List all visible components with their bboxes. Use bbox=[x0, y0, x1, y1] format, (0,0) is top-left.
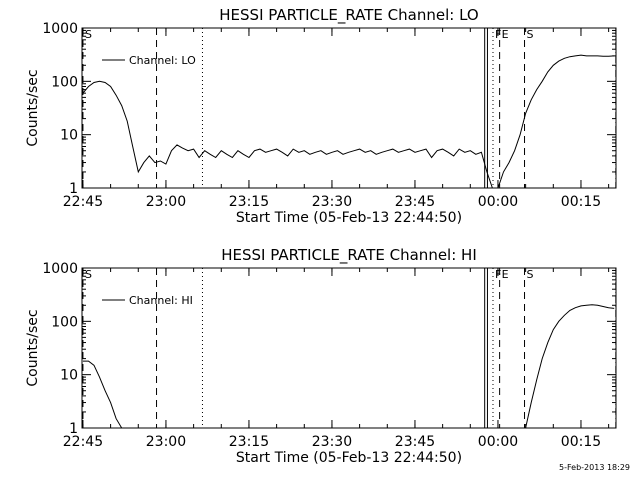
y-tick-label-hi-0: 1 bbox=[69, 421, 78, 437]
x-tick-label-hi-0: 22:45 bbox=[63, 434, 103, 450]
x-tick-label-lo-3: 23:30 bbox=[312, 194, 352, 210]
chart-title-hi: HESSI PARTICLE_RATE Channel: HI bbox=[221, 246, 477, 265]
x-tick-label-hi-5: 00:00 bbox=[478, 434, 518, 450]
series-line-hi-late bbox=[525, 304, 615, 429]
x-tick-label-hi-1: 23:00 bbox=[146, 434, 186, 450]
x-axis-label-hi: Start Time (05-Feb-13 22:44:50) bbox=[236, 450, 462, 466]
event-marker-label-hi-0: S bbox=[85, 268, 92, 281]
y-axis-label-hi: Counts/sec bbox=[25, 309, 41, 386]
plot-frame-lo bbox=[81, 27, 617, 189]
chart-title-lo: HESSI PARTICLE_RATE Channel: LO bbox=[219, 6, 478, 25]
x-tick-label-lo-4: 23:45 bbox=[395, 194, 435, 210]
x-tick-label-lo-1: 23:00 bbox=[146, 194, 186, 210]
y-axis-label-lo: Counts/sec bbox=[25, 69, 41, 146]
x-axis-label-lo: Start Time (05-Feb-13 22:44:50) bbox=[236, 210, 462, 226]
y-tick-label-lo-1: 10 bbox=[60, 128, 78, 144]
footer-timestamp: 5-Feb-2013 18:29 bbox=[559, 463, 630, 472]
event-marker-label-hi-6: E bbox=[502, 268, 509, 281]
event-marker-label-hi-7: S bbox=[527, 268, 534, 281]
y-tick-label-hi-1: 10 bbox=[60, 368, 78, 384]
series-line-hi-early bbox=[82, 360, 123, 429]
x-tick-label-lo-6: 00:15 bbox=[561, 194, 601, 210]
x-tick-label-lo-2: 23:15 bbox=[229, 194, 269, 210]
legend-label-lo: Channel: LO bbox=[129, 54, 196, 67]
y-tick-label-lo-2: 100 bbox=[51, 74, 78, 90]
y-tick-label-hi-2: 100 bbox=[51, 314, 78, 330]
x-tick-label-lo-5: 00:00 bbox=[478, 194, 518, 210]
legend-label-hi: Channel: HI bbox=[129, 294, 193, 307]
x-tick-label-lo-0: 22:45 bbox=[63, 194, 103, 210]
event-marker-label-lo-5: F bbox=[495, 28, 501, 41]
event-marker-label-hi-5: F bbox=[495, 268, 501, 281]
y-tick-label-lo-3: 1000 bbox=[42, 21, 78, 37]
x-tick-label-hi-6: 00:15 bbox=[561, 434, 601, 450]
event-marker-label-lo-6: E bbox=[502, 28, 509, 41]
x-tick-label-hi-4: 23:45 bbox=[395, 434, 435, 450]
x-tick-label-hi-2: 23:15 bbox=[229, 434, 269, 450]
plot-frame-hi bbox=[81, 267, 617, 429]
series-line-lo bbox=[82, 54, 615, 189]
event-marker-label-lo-0: S bbox=[85, 28, 92, 41]
event-marker-label-lo-7: S bbox=[527, 28, 534, 41]
y-tick-label-lo-0: 1 bbox=[69, 181, 78, 197]
y-tick-label-hi-3: 1000 bbox=[42, 261, 78, 277]
x-tick-label-hi-3: 23:30 bbox=[312, 434, 352, 450]
